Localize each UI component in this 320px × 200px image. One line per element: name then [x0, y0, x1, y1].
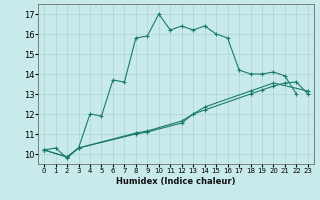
X-axis label: Humidex (Indice chaleur): Humidex (Indice chaleur) [116, 177, 236, 186]
